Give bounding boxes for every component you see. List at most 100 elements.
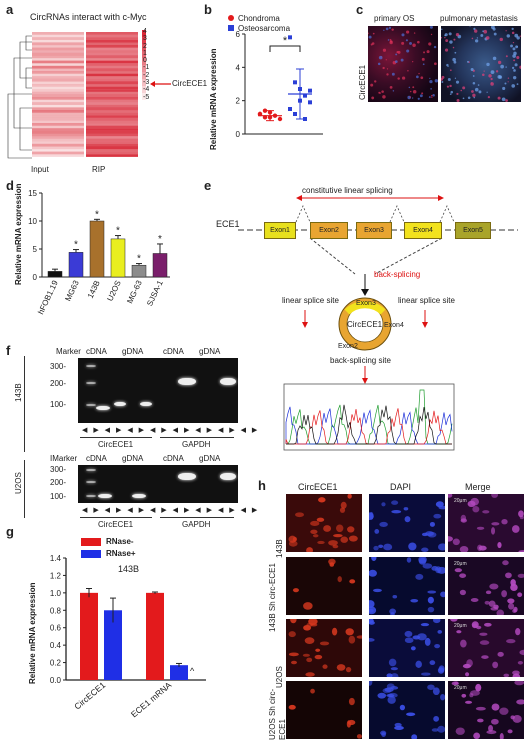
if-cell-signal xyxy=(387,696,396,704)
micro-speckle xyxy=(486,62,490,67)
micro-speckle xyxy=(421,92,424,95)
right-splice-site-label: linear splice site xyxy=(398,296,455,305)
dendrogram xyxy=(7,35,32,159)
micro-speckle xyxy=(389,85,393,89)
if-cell-signal xyxy=(427,596,434,604)
gel2-target-gapdh: GAPDH xyxy=(182,520,211,529)
chart-g-bars: CircECE1 ECE1 mRNA xyxy=(72,588,188,719)
heatmap-cell-rip xyxy=(86,55,138,59)
chart-g-bar xyxy=(170,665,188,680)
heatmap-cell-rip xyxy=(86,130,138,134)
if-cell-signal xyxy=(479,632,488,636)
heatmap-cell-rip xyxy=(86,138,138,142)
if-cell-signal xyxy=(502,560,509,566)
scatter-chart-b: 0 2 4 6 * xyxy=(228,15,323,139)
if-cell-signal xyxy=(415,573,424,580)
bar-chart-g: 0.0 0.2 0.4 0.6 0.8 1.0 1.2 1.4 CircECE1 ECE1 mR… xyxy=(50,538,206,719)
micro-speckle xyxy=(513,59,516,62)
panel-letter-c: c xyxy=(356,2,364,17)
micro-c-col-primary: primary OS xyxy=(374,14,415,23)
micro-speckle xyxy=(429,77,431,80)
if-cell-signal xyxy=(369,638,375,642)
dendrogram-branch xyxy=(25,35,32,51)
if-cell-signal xyxy=(304,637,315,645)
gel1-marker-label: Marker xyxy=(56,347,81,356)
if-cell-signal xyxy=(295,512,305,518)
exon-4: Exon4 xyxy=(404,222,442,239)
micro-speckle xyxy=(473,96,475,99)
backsplice-arrowhead xyxy=(361,289,369,296)
chart-d-y-tick-label: 5 xyxy=(33,245,38,254)
if-cell-signal xyxy=(391,500,399,505)
micro-speckle xyxy=(401,33,405,37)
if-cell-signal xyxy=(418,557,427,565)
heatmap-cell-input xyxy=(32,110,84,113)
micro-speckle xyxy=(416,75,419,79)
if-tile-canvas xyxy=(369,681,445,739)
if-cell-signal xyxy=(339,507,346,513)
if-cell-signal xyxy=(422,563,433,569)
chart-b-point-osteosarcoma xyxy=(308,100,312,105)
heatmap-cell-rip xyxy=(86,133,138,137)
heatmap-cell-rip xyxy=(86,125,138,129)
heatmap-cell-input xyxy=(32,71,84,74)
legend-g-swatch-rnase-plus xyxy=(81,550,101,558)
micro-speckle xyxy=(370,83,374,87)
if-cell-signal xyxy=(312,534,319,538)
if-cell-signal xyxy=(356,734,362,739)
chart-b-point-osteosarcoma xyxy=(293,112,297,116)
if-cell-signal xyxy=(404,516,411,523)
micro-speckle xyxy=(466,60,469,63)
chart-d-x-tick-label: MG63 xyxy=(63,279,81,303)
if-cell-signal xyxy=(470,690,480,696)
chart-g-y-tick-label: 0.0 xyxy=(50,676,62,685)
if-cell-signal xyxy=(491,527,496,535)
chart-d-bar xyxy=(131,264,147,278)
if-cell-signal xyxy=(512,714,522,723)
micro-speckle xyxy=(432,94,435,97)
micro-speckle xyxy=(385,27,389,31)
micro-speckle xyxy=(428,96,431,98)
if-cell-signal xyxy=(378,544,384,549)
heatmap-title: CircRNAs interact with c-Myc xyxy=(30,12,147,22)
if-cell-signal xyxy=(518,550,524,552)
micro-speckle xyxy=(411,97,414,99)
if-tile-canvas: 20μm xyxy=(454,560,524,615)
scale-tick: 3 xyxy=(143,35,147,43)
if-cell-signal xyxy=(427,684,435,690)
micro-speckle xyxy=(516,83,519,86)
heatmap-cell-input xyxy=(32,39,84,43)
if-cell-signal xyxy=(488,600,496,607)
if-cell-signal xyxy=(310,688,315,694)
if-cell-signal xyxy=(410,646,416,651)
heatmap-cell-input xyxy=(32,123,84,126)
micro-speckle xyxy=(512,75,517,80)
micro-speckle xyxy=(422,63,425,66)
micro-speckle xyxy=(449,84,452,88)
if-cell-signal xyxy=(497,651,504,657)
heatmap-input-column xyxy=(32,32,84,157)
micro-speckle xyxy=(449,40,453,44)
if-cell-signal xyxy=(391,510,402,514)
heatmap-cell-input xyxy=(32,91,84,95)
if-cell-signal xyxy=(460,639,467,648)
if-cell-signal xyxy=(316,517,325,522)
micro-speckle xyxy=(423,51,426,54)
if-cell-signal xyxy=(501,519,508,525)
if-cell-signal xyxy=(318,497,326,503)
if-cell-signal xyxy=(499,733,504,739)
micro-speckle xyxy=(492,56,497,61)
micro-speckle xyxy=(471,90,474,93)
heatmap-cell-input xyxy=(32,94,84,98)
gel2-side-bar xyxy=(24,460,25,518)
chart-b-sig-bracket xyxy=(269,45,301,52)
heatmap-cell-rip xyxy=(86,149,138,152)
if-image-tile xyxy=(286,681,362,739)
micro-speckle xyxy=(444,33,448,37)
if-cell-signal xyxy=(345,628,354,636)
micro-speckle xyxy=(372,32,375,35)
ring-label-exon2: Exon2 xyxy=(338,343,358,350)
heatmap-cell-input xyxy=(32,130,84,134)
micro-speckle xyxy=(473,27,476,30)
if-cell-signal xyxy=(491,494,499,498)
